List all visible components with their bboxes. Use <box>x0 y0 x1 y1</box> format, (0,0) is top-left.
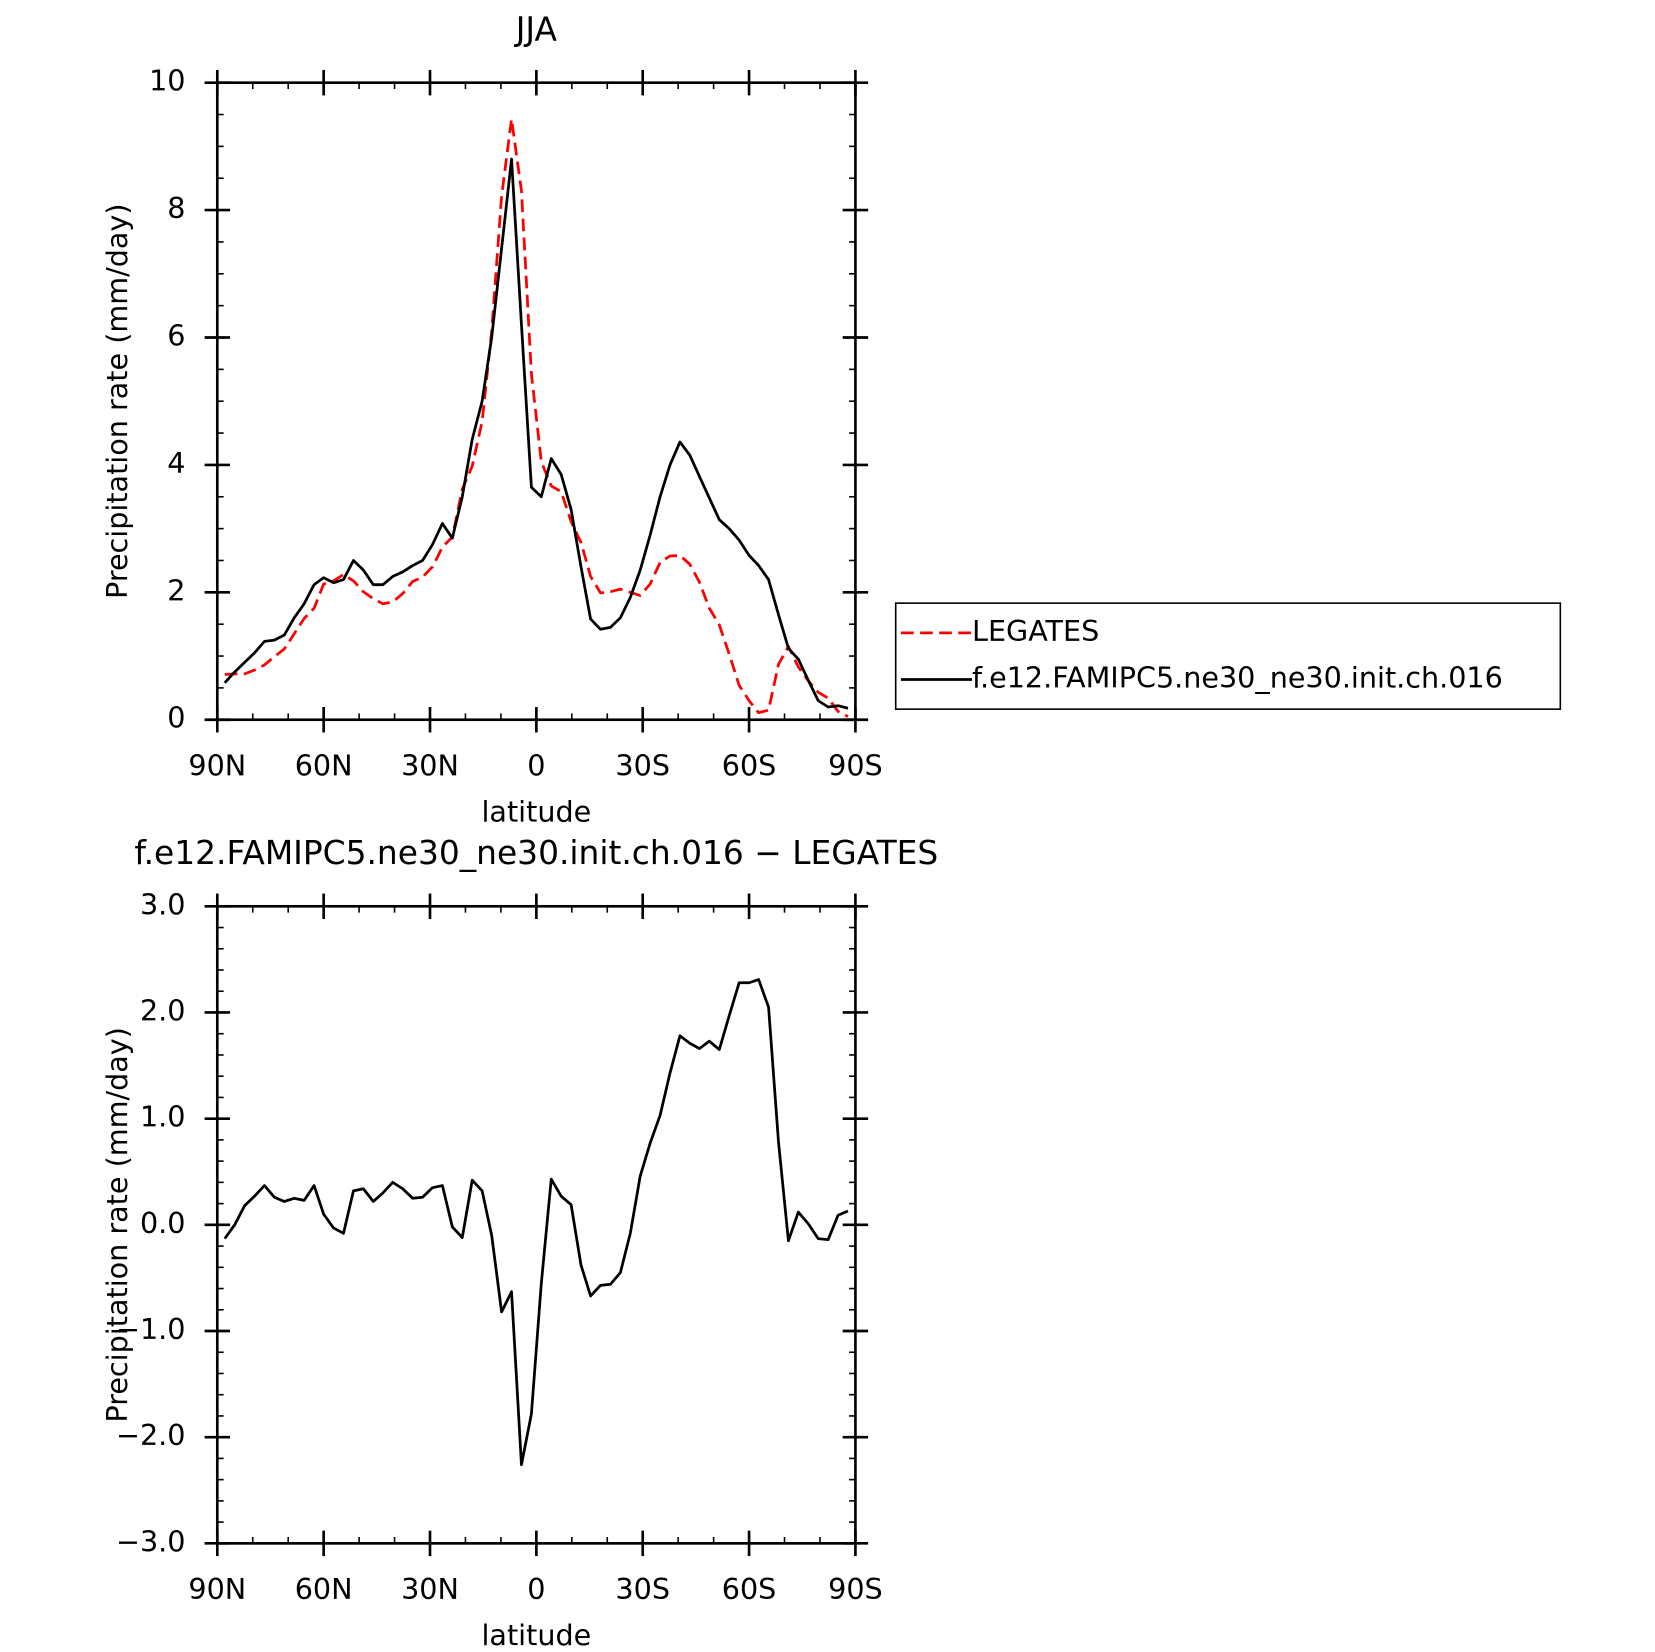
y-axis-label: Precipitation rate (mm/day) <box>100 203 134 598</box>
x-tick-label: 30S <box>615 1572 670 1606</box>
legend-label: LEGATES <box>972 614 1099 648</box>
series-line <box>223 157 849 710</box>
series-line <box>223 978 849 1467</box>
y-tick-label: −2.0 <box>116 1418 185 1452</box>
legend-label: f.e12.FAMIPC5.ne30_ne30.init.ch.016 <box>972 660 1503 694</box>
y-tick-label: 10 <box>149 64 185 98</box>
series-line <box>224 117 849 718</box>
y-tick-label: −3.0 <box>116 1524 185 1558</box>
x-tick-label: 0 <box>527 1572 545 1606</box>
x-tick-label: 90N <box>188 1572 246 1606</box>
y-tick-label: 2 <box>167 573 185 607</box>
y-tick-label: 0.0 <box>140 1206 186 1240</box>
x-tick-label: 60N <box>295 748 353 782</box>
y-tick-label: 8 <box>167 191 185 225</box>
x-tick-label: 90S <box>828 1572 883 1606</box>
legend-box <box>894 602 1562 710</box>
y-tick-label: 6 <box>167 319 185 353</box>
chart-title: JJA <box>514 10 558 48</box>
y-axis-label: Precipitation rate (mm/day) <box>100 1027 134 1422</box>
y-tick-label: 2.0 <box>140 993 186 1027</box>
x-tick-label: 90N <box>188 748 246 782</box>
plot-frame <box>215 904 857 1545</box>
plot-frame <box>215 81 857 722</box>
x-tick-label: 60S <box>722 748 777 782</box>
x-axis-label: latitude <box>481 794 591 828</box>
y-tick-label: 3.0 <box>140 887 186 921</box>
y-tick-label: 4 <box>167 446 185 480</box>
x-tick-label: 30N <box>401 748 459 782</box>
chart-title: f.e12.FAMIPC5.ne30_ne30.init.ch.016 − LE… <box>134 834 938 872</box>
x-tick-label: 30S <box>615 748 670 782</box>
y-tick-label: 0 <box>167 701 185 735</box>
x-tick-label: 60N <box>295 1572 353 1606</box>
canvas: JJA latitude Precipitation rate (mm/day) 90… <box>100 10 1562 1652</box>
x-tick-label: 30N <box>401 1572 459 1606</box>
x-tick-label: 0 <box>527 748 545 782</box>
x-axis-label: latitude <box>481 1618 591 1652</box>
y-tick-label: −1.0 <box>116 1312 185 1346</box>
x-tick-label: 60S <box>722 1572 777 1606</box>
y-tick-label: 1.0 <box>140 1100 186 1134</box>
x-tick-label: 90S <box>828 748 883 782</box>
